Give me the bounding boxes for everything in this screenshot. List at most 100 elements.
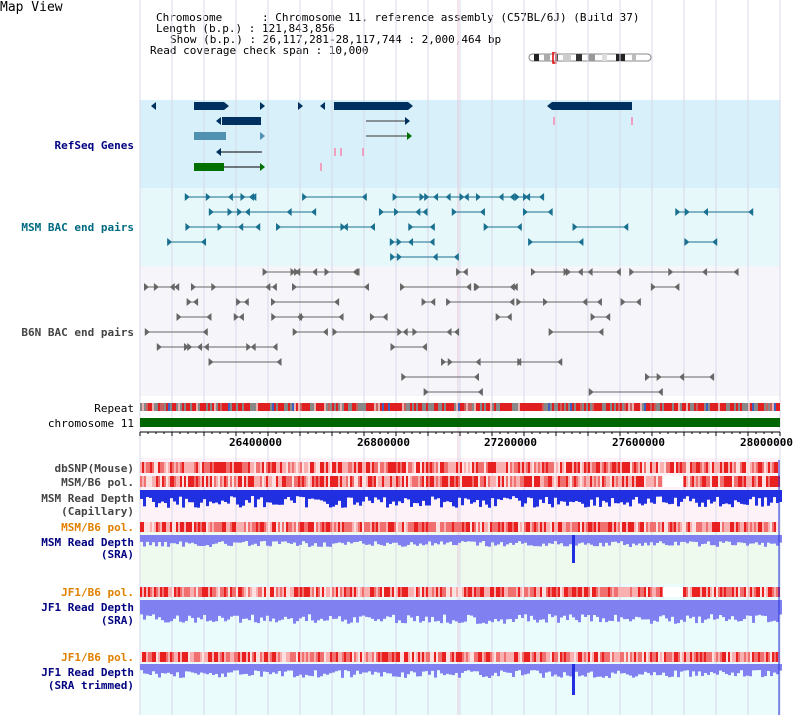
- label-jf1-b6-pol-1[interactable]: JF1/B6 pol.: [61, 586, 134, 599]
- depth-bar: [749, 600, 752, 616]
- polymorphism-cell: [306, 652, 308, 662]
- polymorphism-cell: [666, 652, 668, 662]
- label-msm-bac-end-pairs[interactable]: MSM BAC end pairs: [21, 221, 134, 234]
- bac-end-marker: [389, 238, 395, 246]
- depth-bar: [170, 664, 173, 675]
- label-refseq-genes[interactable]: RefSeq Genes: [54, 139, 134, 152]
- polymorphism-cell: [638, 587, 640, 597]
- label-jf1-depth-trimmed[interactable]: JF1 Read Depth: [41, 666, 134, 679]
- polymorphism-cell: [660, 462, 662, 473]
- repeat-block: [688, 403, 690, 411]
- depth-bar: [335, 664, 338, 672]
- polymorphism-cell: [242, 476, 244, 487]
- depth-bar: [305, 535, 308, 544]
- polymorphism-cell: [252, 522, 254, 532]
- polymorphism-cell: [530, 462, 532, 473]
- polymorphism-cell: [396, 476, 398, 487]
- depth-bar: [593, 600, 596, 616]
- polymorphism-cell: [600, 522, 602, 532]
- polymorphism-cell: [584, 462, 586, 473]
- polymorphism-cell: [304, 587, 306, 597]
- bac-end-marker: [453, 253, 459, 261]
- label-msm-depth-capillary[interactable]: MSM Read Depth: [41, 492, 134, 505]
- depth-bar: [530, 535, 533, 546]
- polymorphism-cell: [384, 476, 386, 487]
- repeat-block: [268, 403, 270, 411]
- polymorphism-cell: [412, 652, 414, 662]
- polymorphism-cell: [314, 476, 316, 487]
- repeat-block: [452, 403, 454, 411]
- depth-bar: [629, 600, 632, 622]
- polymorphism-cell: [702, 587, 704, 597]
- depth-bar: [182, 535, 185, 547]
- depth-bar: [350, 664, 353, 678]
- depth-bar: [329, 490, 332, 508]
- label-b6n-bac-end-pairs[interactable]: B6N BAC end pairs: [21, 326, 134, 339]
- depth-bar: [512, 490, 515, 497]
- polymorphism-cell: [472, 476, 474, 487]
- bac-end-marker: [629, 268, 635, 276]
- bac-end-marker: [582, 298, 588, 306]
- bac-end-marker: [227, 208, 233, 216]
- repeat-block: [612, 403, 614, 411]
- polymorphism-cell: [228, 587, 230, 597]
- polymorphism-cell: [568, 462, 570, 473]
- depth-bar: [239, 664, 242, 675]
- polymorphism-cell: [154, 587, 156, 597]
- polymorphism-cell: [166, 587, 168, 597]
- depth-bar: [557, 600, 560, 623]
- label-jf1-depth-sra[interactable]: JF1 Read Depth: [41, 601, 134, 614]
- polymorphism-cell: [468, 522, 470, 532]
- label-msm-b6-pol-2[interactable]: MSM/B6 pol.: [61, 521, 134, 534]
- bac-end-marker: [292, 283, 298, 291]
- polymorphism-cell: [542, 587, 544, 597]
- polymorphism-cell: [480, 522, 482, 532]
- polymorphism-cell: [490, 522, 492, 532]
- polymorphism-cell: [436, 462, 438, 473]
- depth-bar: [638, 600, 641, 618]
- depth-bar: [224, 490, 227, 502]
- label-jf1-b6-pol-2[interactable]: JF1/B6 pol.: [61, 651, 134, 664]
- polymorphism-cell: [580, 587, 582, 597]
- label-msm-b6-pol-1[interactable]: MSM/B6 pol.: [61, 476, 134, 489]
- chromosome-info: Chromosome : Chromosome 11, reference as…: [156, 11, 640, 24]
- polymorphism-cell: [342, 476, 344, 487]
- polymorphism-cell: [470, 462, 472, 473]
- polymorphism-cell: [300, 652, 302, 662]
- polymorphism-cell: [768, 587, 770, 597]
- bac-end-marker: [512, 283, 518, 291]
- polymorphism-cell: [152, 587, 154, 597]
- depth-bar: [698, 600, 701, 617]
- polymorphism-cell: [700, 476, 702, 487]
- polymorphism-cell: [180, 522, 182, 532]
- label-msm-depth-sra[interactable]: MSM Read Depth: [41, 536, 134, 549]
- depth-bar: [497, 535, 500, 545]
- depth-bar: [689, 600, 692, 619]
- polymorphism-cell: [382, 522, 384, 532]
- bac-end-marker: [338, 313, 344, 321]
- polymorphism-cell: [474, 652, 476, 662]
- polymorphism-cell: [200, 462, 202, 473]
- polymorphism-cell: [726, 587, 728, 597]
- polymorphism-cell: [674, 652, 676, 662]
- depth-bar: [206, 490, 209, 507]
- polymorphism-cell: [692, 652, 694, 662]
- polymorphism-cell: [644, 462, 646, 473]
- depth-bar: [626, 664, 629, 675]
- repeat-block: [212, 403, 214, 411]
- label-dbsnp[interactable]: dbSNP(Mouse): [54, 462, 134, 475]
- depth-bar: [641, 664, 644, 675]
- repeat-block: [620, 403, 622, 411]
- polymorphism-cell: [582, 587, 584, 597]
- depth-bar: [338, 664, 341, 671]
- polymorphism-cell: [198, 462, 200, 473]
- depth-bar: [428, 490, 431, 506]
- polymorphism-cell: [574, 652, 576, 662]
- polymorphism-cell: [158, 462, 160, 473]
- depth-bar: [140, 490, 143, 499]
- repeat-block: [348, 403, 350, 411]
- repeat-block: [418, 403, 420, 411]
- polymorphism-cell: [558, 522, 560, 532]
- bac-end-marker: [477, 388, 483, 396]
